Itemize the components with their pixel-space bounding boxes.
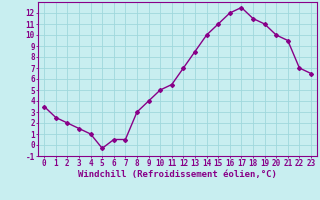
X-axis label: Windchill (Refroidissement éolien,°C): Windchill (Refroidissement éolien,°C)	[78, 170, 277, 179]
